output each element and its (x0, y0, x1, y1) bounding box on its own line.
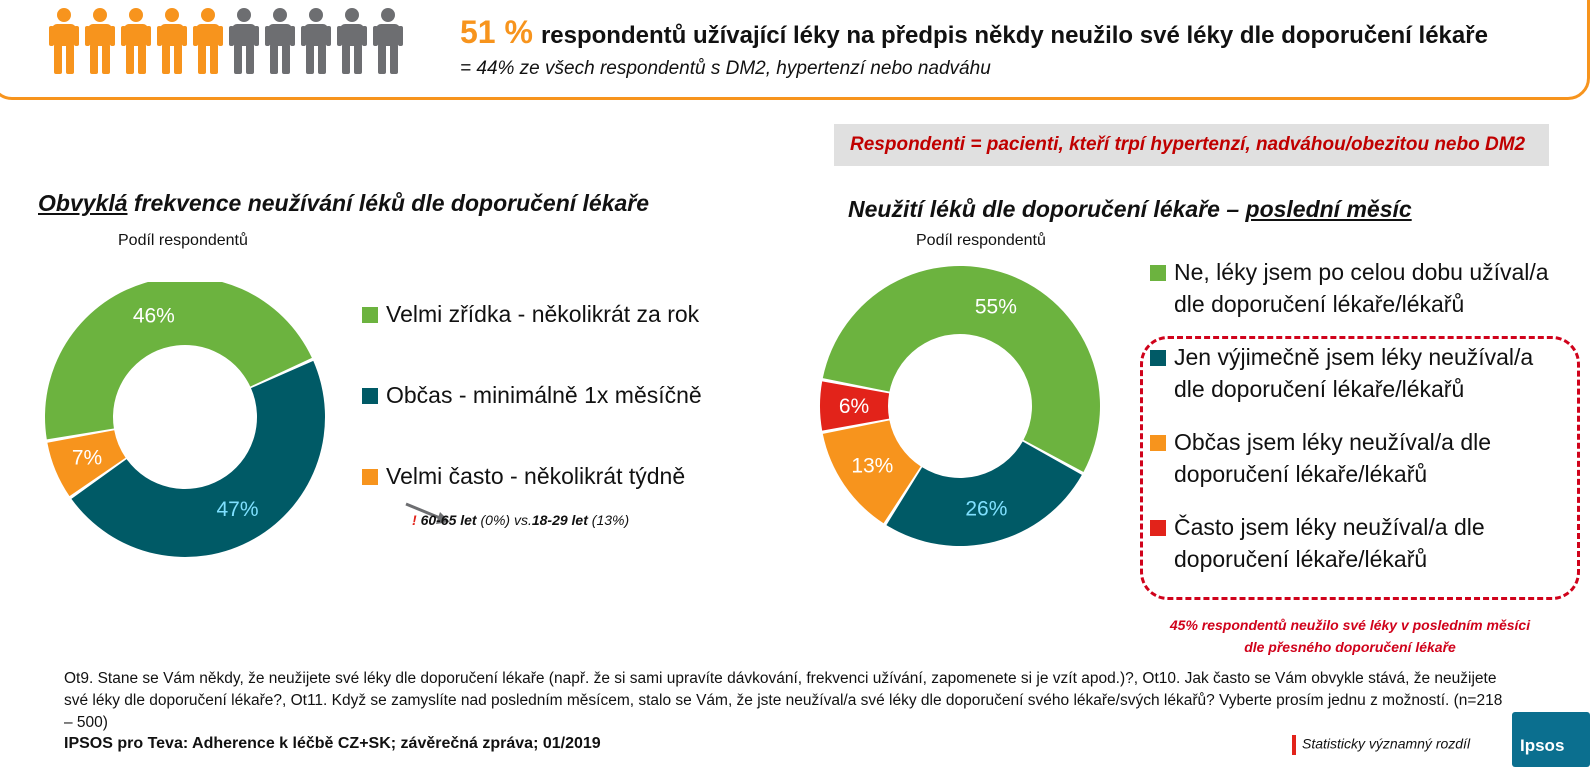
right-chart-title: Neužití léků dle doporučení lékaře – pos… (848, 196, 1412, 223)
slice-label: 7% (72, 447, 102, 470)
person-icon-highlighted (49, 8, 79, 74)
legend-label: Často jsem léky neužíval/a dle doporučen… (1174, 514, 1485, 572)
legend-swatch (362, 388, 378, 404)
headline-percent: 51 % (460, 14, 533, 50)
person-icon (265, 8, 295, 74)
slice-label: 26% (965, 498, 1007, 521)
note-vs: vs. (510, 512, 532, 528)
headline: 51 % respondentů užívající léky na předpi… (460, 14, 1488, 51)
age-difference-note: ! 60-65 let (0%) vs.18-29 let (13%) (412, 512, 629, 528)
headline-subline: = 44% ze všech respondentů s DM2, hypert… (460, 58, 991, 79)
donut-slice (71, 360, 325, 557)
legend-item: Občas jsem léky neužíval/a dle doporučen… (1150, 426, 1550, 490)
legend-item: Velmi zřídka - několikrát za rok (362, 298, 702, 330)
source-text: IPSOS pro Teva: Adherence k léčbě CZ+SK;… (64, 735, 601, 752)
legend-item: Občas - minimálně 1x měsíčně (362, 379, 702, 411)
right-note-line1: 45% respondentů neužilo své léky v posle… (1169, 617, 1531, 633)
legend-swatch (362, 469, 378, 485)
note-group1: 60-65 let (420, 512, 477, 528)
legend-label: Občas - minimálně 1x měsíčně (386, 382, 702, 408)
legend-swatch (1150, 435, 1166, 451)
right-chart-title-underlined: poslední měsíc (1245, 196, 1412, 222)
slice-label: 6% (839, 395, 869, 418)
summary-banner (0, 0, 1590, 100)
slice-label: 13% (851, 455, 893, 478)
legend-item: Velmi často - několikrát týdně (362, 460, 702, 492)
note-value1: (0%) (480, 512, 511, 528)
slice-label: 47% (217, 498, 259, 521)
legend-swatch (1150, 520, 1166, 536)
person-icon (301, 8, 331, 74)
left-chart-subtitle: Podíl respondentů (118, 232, 248, 249)
person-icon (337, 8, 367, 74)
person-icon-highlighted (157, 8, 187, 74)
donut-slice (886, 441, 1082, 546)
significance-bar-icon (1292, 735, 1296, 755)
donut-slice (47, 430, 126, 497)
question-footnote: Ot9. Stane se Vám někdy, že neužijete sv… (64, 670, 1503, 731)
left-chart-title-rest: frekvence neužívání léků dle doporučení … (127, 190, 650, 216)
significance-legend: Statisticky významný rozdíl (1292, 735, 1470, 755)
ipsos-logo: Ipsos (1512, 712, 1590, 767)
legend-label: Občas jsem léky neužíval/a dle doporučen… (1174, 429, 1492, 487)
significance-legend-text: Statisticky významný rozdíl (1302, 735, 1471, 752)
slice-label: 55% (975, 295, 1017, 318)
right-chart-legend: Ne, léky jsem po celou dobu užíval/a dle… (1150, 256, 1590, 596)
person-icon-highlighted (193, 8, 223, 74)
slice-label: 46% (133, 305, 175, 328)
note-value2: (13%) (591, 512, 630, 528)
legend-label: Ne, léky jsem po celou dobu užíval/a dle… (1174, 259, 1549, 317)
legend-item: Ne, léky jsem po celou dobu užíval/a dle… (1150, 256, 1550, 320)
left-donut-chart: 46% 47% 7% (45, 282, 325, 557)
legend-swatch (1150, 265, 1166, 281)
left-chart-title-underlined: Obvyklá (38, 190, 128, 216)
right-chart-title-rest: Neužití léků dle doporučení lékaře – (848, 196, 1246, 222)
right-chart-subtitle: Podíl respondentů (916, 232, 1046, 249)
legend-label: Velmi zřídka - několikrát za rok (386, 301, 700, 327)
legend-item: Často jsem léky neužíval/a dle doporučen… (1150, 511, 1550, 575)
donut-slice (45, 282, 312, 440)
donut-slice (822, 420, 921, 524)
person-icon-highlighted (121, 8, 151, 74)
note-group2: 18-29 let (531, 512, 588, 528)
significance-mark: ! (412, 512, 417, 528)
people-icons (49, 8, 403, 74)
arrow-icon (405, 502, 450, 524)
person-icon (373, 8, 403, 74)
right-note-line2: dle přesného doporučení lékaře (1244, 639, 1456, 655)
person-icon (229, 8, 259, 74)
headline-text: respondentů užívající léky na předpis ně… (540, 22, 1488, 49)
legend-item: Jen výjimečně jsem léky neužíval/a dle d… (1150, 341, 1550, 405)
right-donut-chart: 55% 26% 13% 6% (820, 266, 1100, 546)
left-chart-title: Obvyklá frekvence neužívání léků dle dop… (38, 190, 649, 217)
person-icon-highlighted (85, 8, 115, 74)
legend-label: Velmi často - několikrát týdně (386, 463, 686, 489)
right-chart-note: 45% respondentů neužilo své léky v posle… (1150, 614, 1550, 658)
legend-label: Jen výjimečně jsem léky neužíval/a dle d… (1174, 344, 1534, 402)
legend-swatch (1150, 350, 1166, 366)
donut-slice (820, 381, 890, 431)
left-chart-legend: Velmi zřídka - několikrát za rok Občas - … (362, 298, 702, 541)
respondents-note: Respondenti = pacienti, kteří trpí hyper… (834, 124, 1549, 166)
highlight-dashed-box (1140, 336, 1580, 600)
donut-slice (822, 266, 1100, 472)
legend-swatch (362, 307, 378, 323)
